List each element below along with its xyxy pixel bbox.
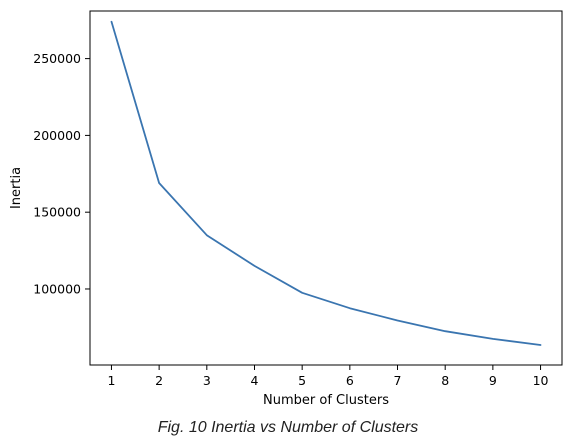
- x-tick-label: 4: [251, 373, 259, 388]
- y-tick-label: 100000: [33, 281, 81, 296]
- data-point: [111, 21, 113, 23]
- x-tick-label: 1: [107, 373, 115, 388]
- data-point: [444, 330, 446, 332]
- y-tick-label: 250000: [33, 51, 81, 66]
- x-axis-label: Number of Clusters: [263, 393, 389, 408]
- data-points: [111, 21, 542, 346]
- x-tick-label: 10: [533, 373, 549, 388]
- x-tick-label: 5: [298, 373, 306, 388]
- y-tick-label: 150000: [33, 205, 81, 220]
- x-tick-label: 3: [203, 373, 211, 388]
- inertia-series-line: [110, 20, 542, 346]
- figure-caption: Fig. 10 Inertia vs Number of Clusters: [157, 419, 419, 436]
- y-axis-label: Inertia: [9, 167, 24, 209]
- x-tick-label: 6: [346, 373, 354, 388]
- data-point: [301, 292, 303, 294]
- inertia-elbow-chart: 1 2 3 4 5 6 7 8 9 10 100000 150000 200000 250000 Num…: [9, 10, 563, 408]
- x-tick-label: 2: [155, 373, 163, 388]
- data-point: [158, 182, 160, 184]
- y-axis-ticks: 100000 150000 200000 250000: [33, 51, 90, 296]
- x-tick-label: 9: [489, 373, 497, 388]
- x-tick-label: 8: [441, 373, 449, 388]
- data-point: [254, 265, 256, 267]
- x-tick-label: 7: [394, 373, 402, 388]
- data-point: [349, 307, 351, 309]
- data-point: [540, 344, 542, 346]
- data-point: [492, 338, 494, 340]
- y-tick-label: 200000: [33, 128, 81, 143]
- plot-frame: [89, 10, 563, 366]
- data-point: [397, 320, 399, 322]
- x-axis-ticks: 1 2 3 4 5 6 7 8 9 10: [107, 365, 549, 388]
- data-point: [206, 234, 208, 236]
